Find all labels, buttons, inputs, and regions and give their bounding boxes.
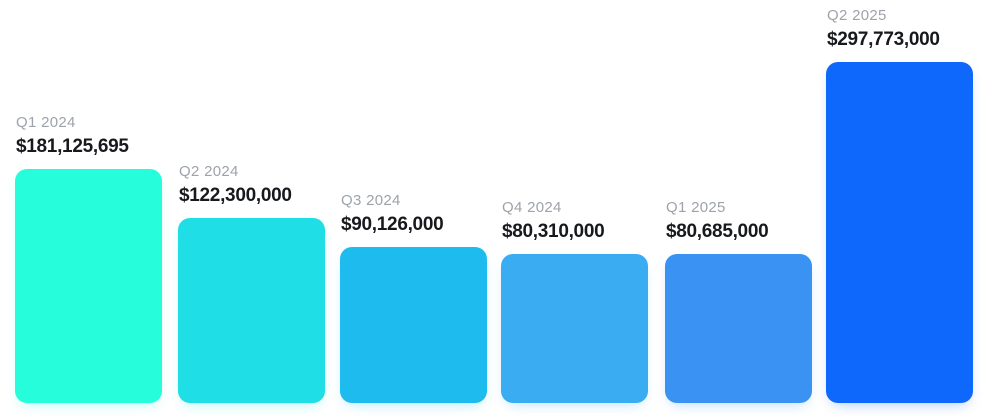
bar-group: Q1 2024 $181,125,695	[15, 0, 162, 416]
bar-label-block: Q4 2024 $80,310,000	[502, 198, 605, 244]
bar-group: Q3 2024 $90,126,000	[340, 0, 487, 416]
bar-label-block: Q2 2024 $122,300,000	[179, 162, 292, 208]
bar-value-label: $122,300,000	[179, 185, 292, 206]
bar-group: Q2 2024 $122,300,000	[178, 0, 325, 416]
bar-quarter-label: Q4 2024	[502, 199, 562, 216]
bar[interactable]	[178, 218, 325, 403]
bar-value-label: $181,125,695	[16, 136, 129, 157]
bar-group: Q2 2025 $297,773,000	[826, 0, 973, 416]
bar-quarter-label: Q3 2024	[341, 192, 401, 209]
bar-quarter-label: Q1 2024	[16, 114, 76, 131]
bar-value-label: $297,773,000	[827, 29, 940, 50]
bar[interactable]	[826, 62, 973, 403]
bar-label-block: Q1 2025 $80,685,000	[666, 198, 769, 244]
bar-quarter-label: Q1 2025	[666, 199, 726, 216]
bar-group: Q1 2025 $80,685,000	[665, 0, 812, 416]
bar[interactable]	[665, 254, 812, 403]
bar[interactable]	[15, 169, 162, 403]
bar-label-block: Q3 2024 $90,126,000	[341, 191, 444, 237]
bar-quarter-label: Q2 2024	[179, 163, 239, 180]
bar-group: Q4 2024 $80,310,000	[501, 0, 648, 416]
bar-quarter-label: Q2 2025	[827, 7, 887, 24]
bar-label-block: Q1 2024 $181,125,695	[16, 113, 129, 159]
bar[interactable]	[340, 247, 487, 403]
bar-label-block: Q2 2025 $297,773,000	[827, 6, 940, 52]
bar-value-label: $80,310,000	[502, 221, 605, 242]
bar-value-label: $90,126,000	[341, 214, 444, 235]
bar-value-label: $80,685,000	[666, 221, 769, 242]
bar[interactable]	[501, 254, 648, 403]
